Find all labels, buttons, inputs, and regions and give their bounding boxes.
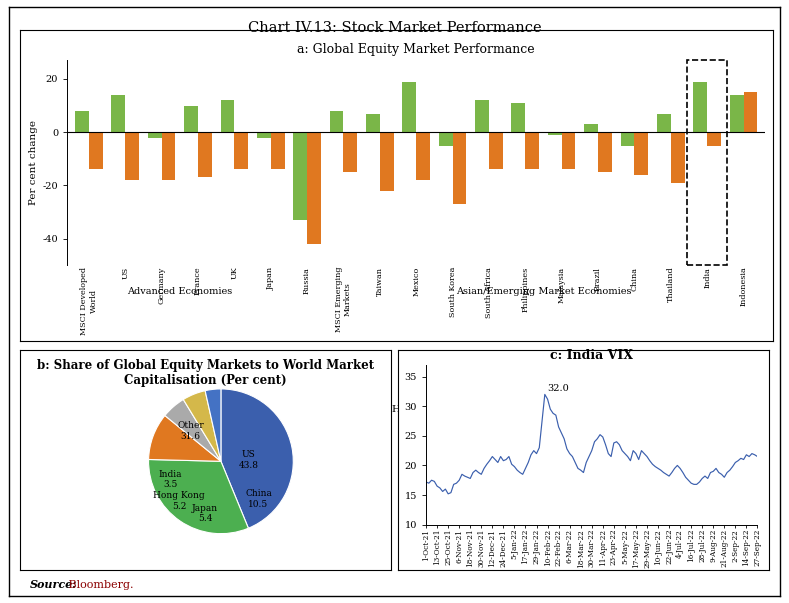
Legend: FY: 2021-2022, H1: 2022-23 (upto September 27): FY: 2021-2022, H1: 2022-23 (upto Septemb… bbox=[262, 404, 570, 414]
Bar bbox=[148, 132, 162, 137]
Bar bbox=[330, 111, 343, 132]
Text: b: Share of Global Equity Markets to World Market
Capitalisation (Per cent): b: Share of Global Equity Markets to Wor… bbox=[36, 359, 374, 387]
Text: Asian/Emerging Market Economies: Asian/Emerging Market Economies bbox=[456, 286, 631, 295]
Title: a: Global Equity Market Performance: a: Global Equity Market Performance bbox=[297, 43, 535, 56]
Text: Japan
5.4: Japan 5.4 bbox=[192, 504, 218, 523]
Bar bbox=[162, 132, 175, 180]
Bar bbox=[598, 132, 611, 172]
Bar bbox=[584, 124, 598, 132]
Bar bbox=[743, 92, 757, 132]
Bar bbox=[89, 132, 103, 169]
Bar bbox=[234, 132, 249, 169]
Bar bbox=[453, 132, 466, 204]
Bar bbox=[75, 111, 89, 132]
Text: Other
31.6: Other 31.6 bbox=[178, 421, 204, 441]
Text: Source:: Source: bbox=[30, 579, 77, 590]
Bar bbox=[525, 132, 539, 169]
Bar bbox=[221, 100, 234, 132]
Bar bbox=[489, 132, 503, 169]
Bar bbox=[671, 132, 685, 183]
Bar bbox=[184, 106, 198, 132]
Text: Hong Kong
5.2: Hong Kong 5.2 bbox=[153, 491, 205, 511]
Bar bbox=[511, 103, 525, 132]
Wedge shape bbox=[148, 459, 249, 534]
Bar bbox=[294, 132, 307, 220]
Bar bbox=[439, 132, 453, 145]
Bar bbox=[687, 60, 727, 265]
Bar bbox=[257, 132, 271, 137]
Bar bbox=[125, 132, 139, 180]
Bar bbox=[621, 132, 634, 145]
Text: Advanced Economies: Advanced Economies bbox=[127, 286, 233, 295]
Bar bbox=[475, 100, 489, 132]
Text: India
3.5: India 3.5 bbox=[159, 470, 182, 489]
Bar bbox=[366, 113, 380, 132]
Bar bbox=[416, 132, 430, 180]
Wedge shape bbox=[148, 415, 221, 461]
Bar bbox=[634, 132, 649, 175]
Wedge shape bbox=[221, 389, 294, 528]
Bar bbox=[271, 132, 285, 169]
Bar bbox=[707, 132, 721, 145]
Bar bbox=[198, 132, 211, 177]
Bar bbox=[343, 132, 357, 172]
Bar bbox=[307, 132, 321, 244]
Text: Bloomberg.: Bloomberg. bbox=[65, 579, 134, 590]
Text: Chart IV.13: Stock Market Performance: Chart IV.13: Stock Market Performance bbox=[248, 21, 541, 35]
Bar bbox=[730, 95, 743, 132]
Text: China
10.5: China 10.5 bbox=[245, 489, 272, 508]
Y-axis label: Per cent change: Per cent change bbox=[29, 121, 38, 205]
Title: c: India VIX: c: India VIX bbox=[550, 349, 634, 362]
Bar bbox=[548, 132, 562, 135]
Bar bbox=[562, 132, 575, 169]
Bar bbox=[111, 95, 125, 132]
Text: US
43.8: US 43.8 bbox=[238, 450, 259, 470]
Bar bbox=[402, 81, 416, 132]
Wedge shape bbox=[165, 399, 221, 461]
Bar bbox=[694, 81, 707, 132]
Wedge shape bbox=[183, 391, 221, 461]
Bar bbox=[380, 132, 394, 191]
Text: 32.0: 32.0 bbox=[548, 384, 570, 393]
Wedge shape bbox=[205, 389, 221, 461]
Bar bbox=[657, 113, 671, 132]
